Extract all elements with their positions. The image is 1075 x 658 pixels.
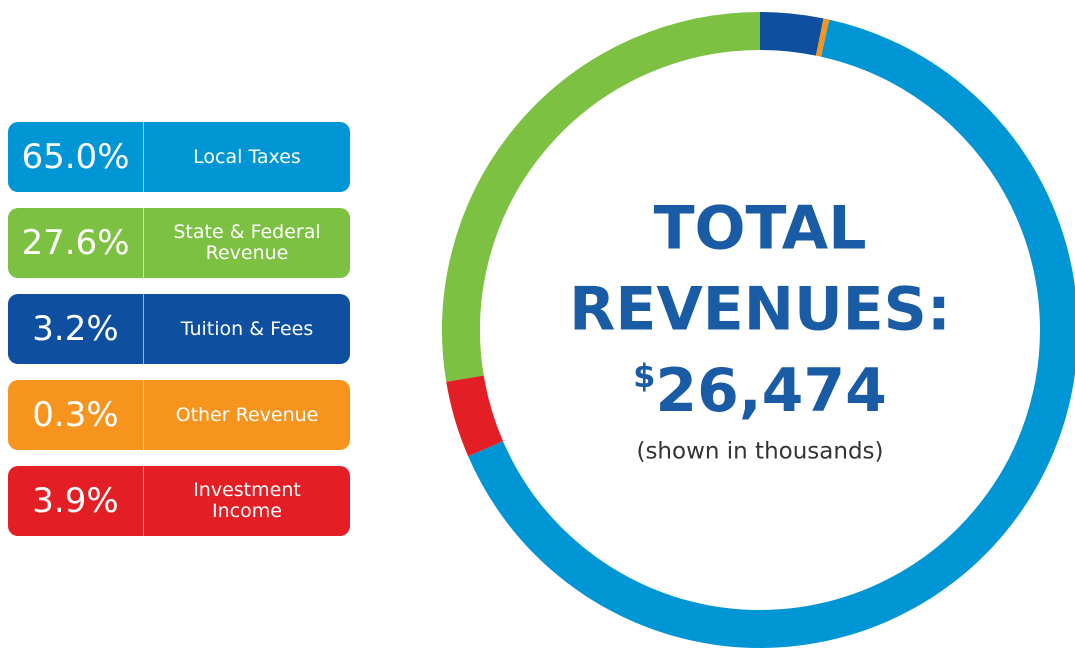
legend-label: Investment Income (193, 479, 301, 522)
legend-label-box: Investment Income (144, 480, 350, 522)
donut (442, 12, 1075, 648)
legend-item: 27.6% State & Federal Revenue (8, 208, 350, 278)
legend-label-box: State & Federal Revenue (144, 222, 350, 264)
total: $26,474 (633, 356, 887, 426)
legend-value: 3.9% (8, 466, 144, 536)
donut-segment (442, 12, 761, 382)
donut-segment (468, 19, 1075, 648)
legend-label-box: Other Revenue (144, 403, 350, 426)
currency: $ (633, 357, 655, 395)
center-title: REVENUES: (569, 275, 951, 345)
legend-value: 3.2% (8, 294, 144, 364)
donut-segment (815, 18, 830, 57)
legend-value: 0.3% (8, 380, 144, 450)
legend-value: 65.0% (8, 122, 144, 192)
legend-label-box: Local Taxes (144, 145, 350, 168)
legend-label: Other Revenue (175, 403, 319, 426)
legend-item: 3.9% Investment Income (8, 466, 350, 536)
amount: 26,474 (655, 356, 887, 426)
legend-value: 27.6% (8, 208, 144, 278)
legend-label-box: Tuition & Fees (144, 317, 350, 340)
legend-item: 0.3% Other Revenue (8, 380, 350, 450)
legend-label: State & Federal Revenue (173, 221, 321, 264)
legend-item: 65.0% Local Taxes (8, 122, 350, 192)
center-title: TOTAL (654, 194, 867, 264)
legend-label: Local Taxes (193, 145, 301, 168)
legend-item: 3.2% Tuition & Fees (8, 294, 350, 364)
legend-label: Tuition & Fees (180, 317, 314, 340)
center-note: (shown in thousands) (636, 439, 883, 465)
donut-segment (759, 12, 824, 56)
donut-segment (446, 375, 504, 457)
